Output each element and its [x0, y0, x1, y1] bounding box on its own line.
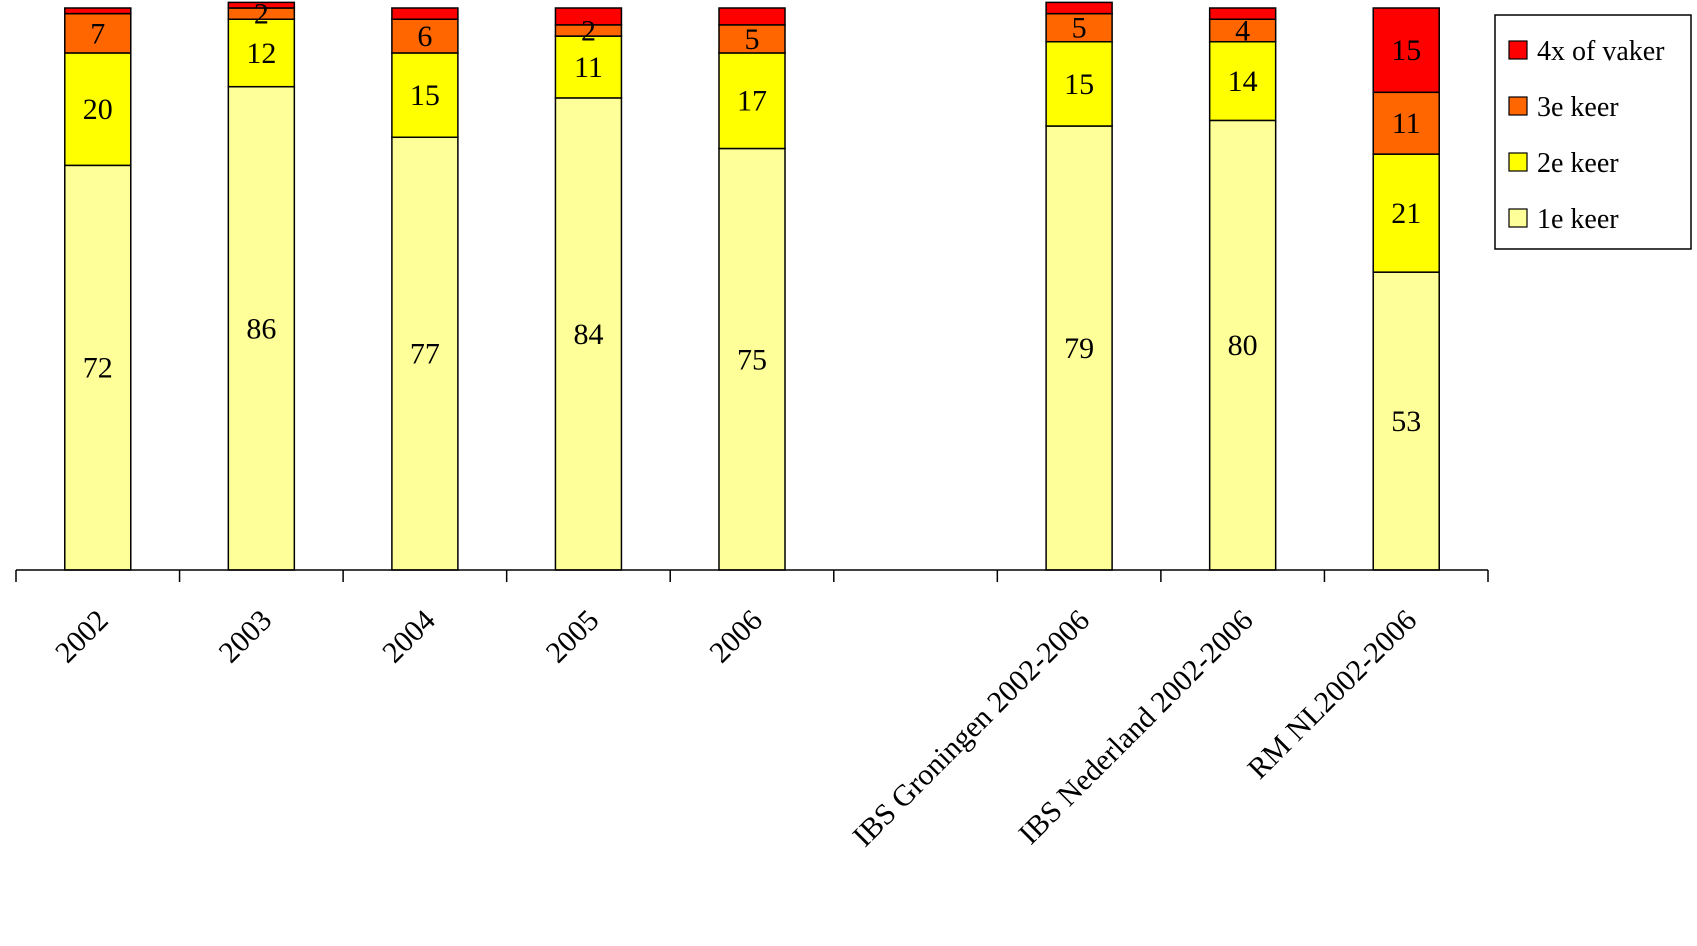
- data-label: 15: [410, 79, 440, 112]
- data-label: 53: [1391, 405, 1421, 438]
- data-labels-layer: 72 20 7 86 12 2 77 15 6 84 11 2 75 17 5 79 15 5 80 14 4 53 21 1…: [83, 0, 1421, 438]
- bar-segment-4x-of-vaker: [718, 7, 786, 26]
- data-label: 7: [90, 17, 105, 50]
- legend-label: 2e keer: [1537, 148, 1619, 179]
- bar-segment-3e-keer: [1372, 91, 1440, 155]
- x-tick-label: RM NL2002-2006: [1241, 604, 1423, 786]
- bar-segment-3e-keer: [391, 18, 459, 54]
- bars-layer: [64, 1, 1440, 571]
- data-label: 21: [1391, 197, 1421, 230]
- data-label: 20: [83, 93, 113, 126]
- bar-segment-4x-of-vaker: [64, 7, 132, 15]
- data-label: 2: [254, 0, 269, 31]
- data-label: 11: [1392, 107, 1421, 140]
- data-label: 75: [737, 343, 767, 376]
- legend-box: [1494, 14, 1692, 250]
- data-label: 15: [1064, 68, 1094, 101]
- bar-segment-2e-keer: [718, 52, 786, 150]
- data-label: 4: [1235, 14, 1250, 47]
- bar-segment-4x-of-vaker: [227, 1, 296, 9]
- bar-segment-4x-of-vaker: [1045, 1, 1113, 15]
- bar-segment-4x-of-vaker: [1372, 7, 1440, 94]
- data-label: 17: [737, 85, 767, 118]
- x-axis: 2002 2003 2004 2005 2006 IBS Groningen 2002-2…: [15, 569, 1489, 853]
- bar-segment-4x-of-vaker: [554, 7, 623, 26]
- data-label: 80: [1228, 329, 1258, 362]
- data-label: 6: [417, 20, 432, 53]
- bar-segment-1e-keer: [1208, 119, 1277, 571]
- data-label: 86: [246, 312, 276, 345]
- bar-segment-4x-of-vaker: [391, 7, 459, 20]
- data-label: 79: [1064, 332, 1094, 365]
- legend-swatch-2e-keer: [1508, 152, 1528, 172]
- bar-segment-4x-of-vaker: [1208, 7, 1277, 20]
- bar-segment-1e-keer: [718, 147, 786, 571]
- bar-segment-2e-keer: [64, 52, 132, 167]
- legend-swatch-1e-keer: [1508, 208, 1528, 228]
- bar-segment-2e-keer: [391, 52, 459, 139]
- bar-segment-1e-keer: [64, 164, 132, 571]
- bar-segment-3e-keer: [718, 24, 786, 54]
- legend-label: 4x of vaker: [1537, 36, 1665, 67]
- x-tick-label: 2004: [376, 604, 442, 670]
- data-label: 2: [581, 14, 596, 47]
- data-label: 5: [745, 23, 760, 56]
- bar-segment-1e-keer: [227, 85, 296, 571]
- legend-label: 1e keer: [1537, 204, 1619, 235]
- x-tick-label: 2006: [703, 604, 769, 670]
- legend-swatch-4x-of-vaker: [1508, 40, 1528, 60]
- bar-segment-2e-keer: [1372, 153, 1440, 273]
- legend-label: 3e keer: [1537, 92, 1619, 123]
- data-label: 72: [83, 352, 113, 385]
- data-label: 12: [246, 37, 276, 70]
- bar-segment-3e-keer: [1045, 12, 1113, 43]
- legend-swatch-3e-keer: [1508, 96, 1528, 116]
- legend: 4x of vaker 3e keer 2e keer 1e keer: [1494, 14, 1692, 250]
- data-label: 15: [1391, 34, 1421, 67]
- data-label: 11: [574, 51, 603, 84]
- data-label: 5: [1072, 12, 1087, 45]
- data-label: 77: [410, 338, 440, 371]
- bar-segment-1e-keer: [554, 97, 623, 571]
- x-tick-label: 2002: [49, 604, 115, 670]
- x-tick-label: 2005: [540, 604, 606, 670]
- data-label: 84: [573, 318, 603, 351]
- data-label: 14: [1228, 65, 1258, 98]
- bar-segment-2e-keer: [1045, 40, 1113, 127]
- x-tick-label: 2003: [213, 604, 279, 670]
